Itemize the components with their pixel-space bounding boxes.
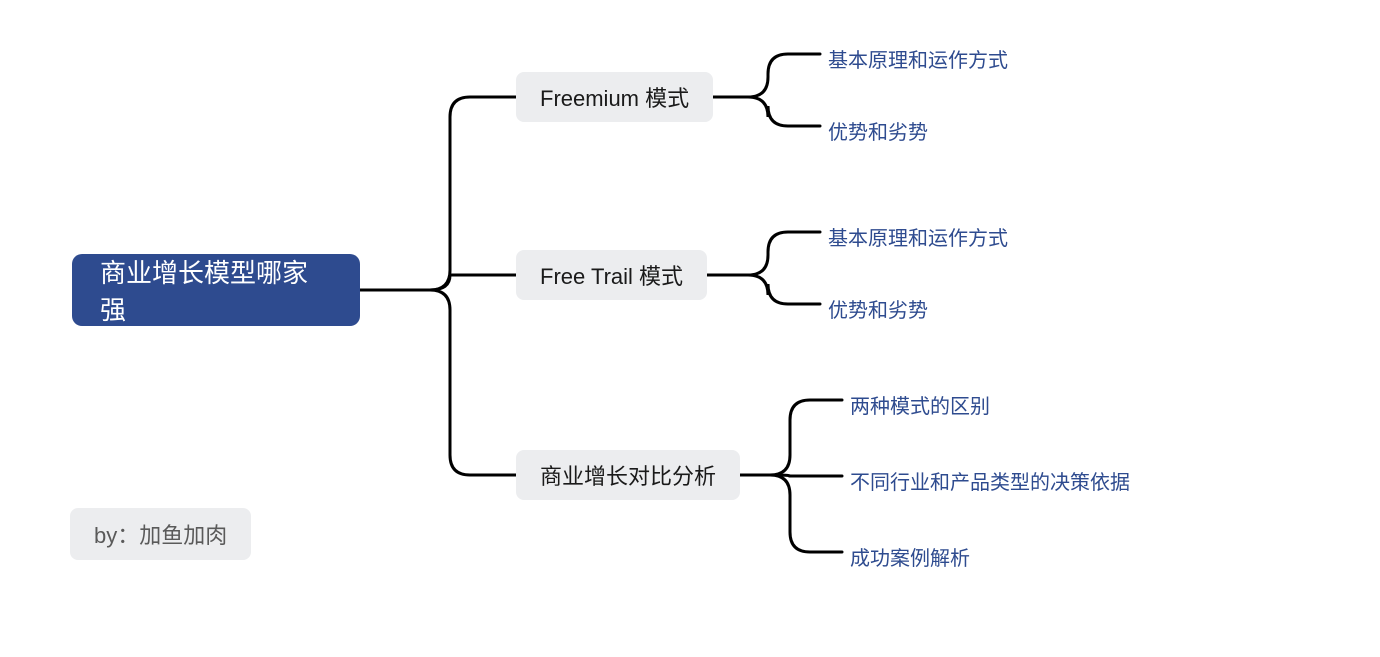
author-node: by：加鱼加肉: [70, 508, 251, 560]
root-node: 商业增长模型哪家强: [72, 254, 360, 326]
branch-label: 商业增长对比分析: [540, 459, 716, 491]
leaf-node: 两种模式的区别: [850, 390, 990, 419]
branch-label: Free Trail 模式: [540, 259, 683, 291]
author-label: by：加鱼加肉: [94, 523, 227, 548]
leaf-node: 不同行业和产品类型的决策依据: [850, 466, 1130, 495]
root-label: 商业增长模型哪家强: [100, 253, 332, 327]
leaf-node: 成功案例解析: [850, 542, 970, 571]
branch-node-compare: 商业增长对比分析: [516, 450, 740, 500]
leaf-node: 优势和劣势: [828, 294, 928, 323]
leaf-node: 基本原理和运作方式: [828, 222, 1008, 251]
branch-node-freemium: Freemium 模式: [516, 72, 713, 122]
leaf-node: 优势和劣势: [828, 116, 928, 145]
branch-label: Freemium 模式: [540, 81, 689, 113]
branch-node-freetrial: Free Trail 模式: [516, 250, 707, 300]
leaf-node: 基本原理和运作方式: [828, 44, 1008, 73]
